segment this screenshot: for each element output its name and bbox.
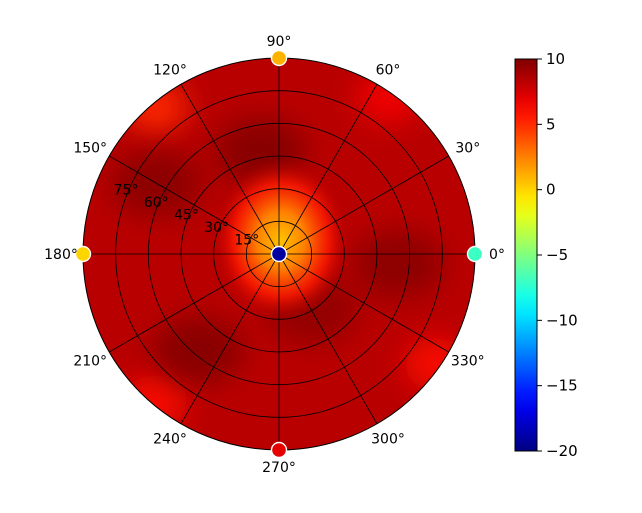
radial-tick-label: 45° <box>174 207 199 223</box>
radial-tick-label: 75° <box>114 182 139 198</box>
marker-1 <box>466 245 484 263</box>
colorbar-tick-label: −10 <box>546 311 578 329</box>
colorbar-tick-label: 10 <box>546 50 565 68</box>
colorbar-tick-label: 5 <box>546 115 556 133</box>
radial-tick-label: 15° <box>234 232 259 248</box>
center-halo <box>212 158 350 322</box>
angle-tick-label: 270° <box>262 460 296 476</box>
angle-tick-label: 330° <box>451 354 485 370</box>
colorbar-tick-label: 0 <box>546 181 556 199</box>
colorbar: 10 5 0 −5 −10 −15 −20 <box>514 50 578 460</box>
markers <box>74 49 484 459</box>
angle-tick-label: 150° <box>73 141 107 157</box>
colorbar-bar <box>514 58 538 452</box>
hot-spot-4 <box>352 230 445 299</box>
marker-2 <box>270 49 288 67</box>
angle-tick-label: 210° <box>73 354 107 370</box>
colorbar-tick-label: −20 <box>546 442 578 460</box>
angle-tick-label: 0° <box>489 247 505 263</box>
grid-spoke-120 <box>180 84 280 255</box>
angle-tick-label: 300° <box>371 431 405 447</box>
angle-labels: 0° 30° 60° 90° 120° 150° 180° 210° 240° 270° 300° 3… <box>44 34 505 476</box>
hot-spot-2 <box>151 316 244 385</box>
marker-3 <box>74 245 92 263</box>
polar-plot: 0° 30° 60° 90° 120° 150° 180° 210° 240° 270° 300° 3… <box>44 34 505 476</box>
colorbar-tick-label: −15 <box>546 377 578 395</box>
marker-0 <box>270 245 288 263</box>
angle-tick-label: 180° <box>44 247 78 263</box>
angle-tick-label: 120° <box>153 63 187 79</box>
grid-spoke-60 <box>278 84 378 255</box>
angle-tick-label: 240° <box>153 431 187 447</box>
angle-tick-label: 30° <box>455 141 480 157</box>
grid-spoke-210 <box>109 253 280 353</box>
grid-spoke-330 <box>278 253 449 353</box>
grid-spoke-240 <box>180 253 280 424</box>
angle-tick-label: 90° <box>267 34 292 50</box>
grid-spoke-30 <box>278 155 449 255</box>
angle-tick-label: 60° <box>376 63 401 79</box>
marker-4 <box>270 441 288 459</box>
radial-tick-label: 30° <box>204 220 229 236</box>
grid-spoke-300 <box>278 253 378 424</box>
colorbar-tick-label: −5 <box>546 246 568 264</box>
radial-tick-label: 60° <box>144 195 169 211</box>
radial-labels: 15° 30° 45° 60° 75° <box>114 182 260 248</box>
grid-spoke-150 <box>109 155 280 255</box>
